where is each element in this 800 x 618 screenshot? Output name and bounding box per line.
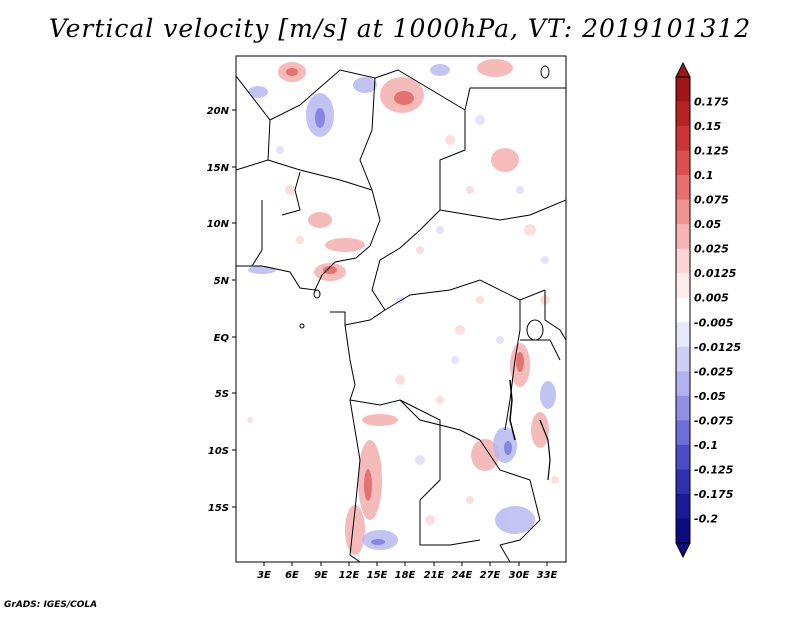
colorbar-label: 0.005 bbox=[694, 292, 729, 305]
lat-label: 10S bbox=[208, 446, 229, 457]
lat-label: 15N bbox=[207, 163, 230, 174]
colorbar-label: 0.1 bbox=[694, 169, 714, 182]
lon-label: 24E bbox=[452, 570, 473, 581]
colorbar-label: 0.15 bbox=[694, 120, 721, 133]
colorbar-swatch bbox=[676, 175, 690, 201]
lon-label: 27E bbox=[480, 570, 501, 581]
colorbar-label: -0.125 bbox=[694, 463, 734, 476]
lon-label: 21E bbox=[424, 570, 445, 581]
map-panel bbox=[235, 55, 567, 563]
colorbar-swatch bbox=[676, 493, 690, 519]
colorbar-swatch bbox=[676, 273, 690, 299]
colorbar-label: -0.175 bbox=[694, 488, 734, 501]
colorbar-label: 0.05 bbox=[694, 218, 721, 231]
lat-label: 10N bbox=[207, 219, 230, 230]
lon-label: 18E bbox=[395, 570, 416, 581]
colorbar-swatch bbox=[676, 77, 690, 103]
colorbar-label: 0.175 bbox=[694, 96, 729, 109]
colorbar-swatch bbox=[676, 150, 690, 176]
colorbar-swatch bbox=[676, 224, 690, 250]
colorbar-swatch bbox=[676, 248, 690, 274]
colorbar-swatch bbox=[676, 420, 690, 446]
colorbar-swatch bbox=[676, 199, 690, 225]
colorbar-min-arrow bbox=[675, 542, 691, 559]
colorbar-label: 0.075 bbox=[694, 194, 729, 207]
colorbar-max-arrow bbox=[675, 61, 691, 78]
lat-label: 5S bbox=[215, 389, 229, 400]
chart-title: Vertical velocity [m/s] at 1000hPa, VT: … bbox=[48, 14, 752, 43]
lon-label: 3E bbox=[257, 570, 271, 581]
colorbar-label: 0.125 bbox=[694, 145, 729, 158]
country-borders bbox=[236, 65, 566, 562]
lon-label: 12E bbox=[339, 570, 360, 581]
colorbar-label: 0.025 bbox=[694, 243, 729, 256]
lon-label: 9E bbox=[314, 570, 328, 581]
lat-label: 5N bbox=[214, 276, 230, 287]
colorbar-swatch bbox=[676, 518, 690, 544]
lon-label: 33E bbox=[537, 570, 558, 581]
colorbar-swatch bbox=[676, 371, 690, 397]
lat-label: 20N bbox=[207, 106, 230, 117]
colorbar-swatch bbox=[676, 322, 690, 348]
colorbar: 0.175 0.15 0.125 0.1 0.075 0.05 0.025 0.0125 0.0… bbox=[675, 61, 741, 559]
colorbar-label: -0.005 bbox=[694, 316, 734, 329]
colorbar-label: -0.2 bbox=[694, 512, 718, 525]
map-background bbox=[236, 56, 566, 562]
lat-label: 15S bbox=[208, 503, 229, 514]
velocity-field bbox=[236, 59, 566, 562]
colorbar-swatch bbox=[676, 297, 690, 323]
colorbar-swatch bbox=[676, 126, 690, 152]
lon-label: 30E bbox=[509, 570, 530, 581]
colorbar-label: -0.075 bbox=[694, 414, 734, 427]
latitude-axis: 20N 15N 10N 5N EQ 5S 10S 15S bbox=[207, 106, 236, 514]
colorbar-swatch bbox=[676, 469, 690, 495]
map-frame bbox=[235, 55, 567, 563]
lon-label: 15E bbox=[367, 570, 388, 581]
lon-label: 6E bbox=[285, 570, 299, 581]
colorbar-swatch bbox=[676, 101, 690, 127]
colorbar-swatch bbox=[676, 395, 690, 421]
colorbar-label: -0.0125 bbox=[694, 341, 741, 354]
colorbar-label: -0.05 bbox=[694, 390, 726, 403]
longitude-axis: 3E 6E 9E 12E 15E 18E 21E 24E 27E 30E 33E bbox=[257, 562, 558, 581]
colorbar-label: -0.025 bbox=[694, 365, 734, 378]
colorbar-label: 0.0125 bbox=[694, 267, 737, 280]
colorbar-swatch bbox=[676, 444, 690, 470]
lat-label: EQ bbox=[214, 333, 230, 344]
colorbar-swatch bbox=[676, 346, 690, 372]
colorbar-label: -0.1 bbox=[694, 439, 718, 452]
grads-credit: GrADS: IGES/COLA bbox=[4, 600, 98, 610]
